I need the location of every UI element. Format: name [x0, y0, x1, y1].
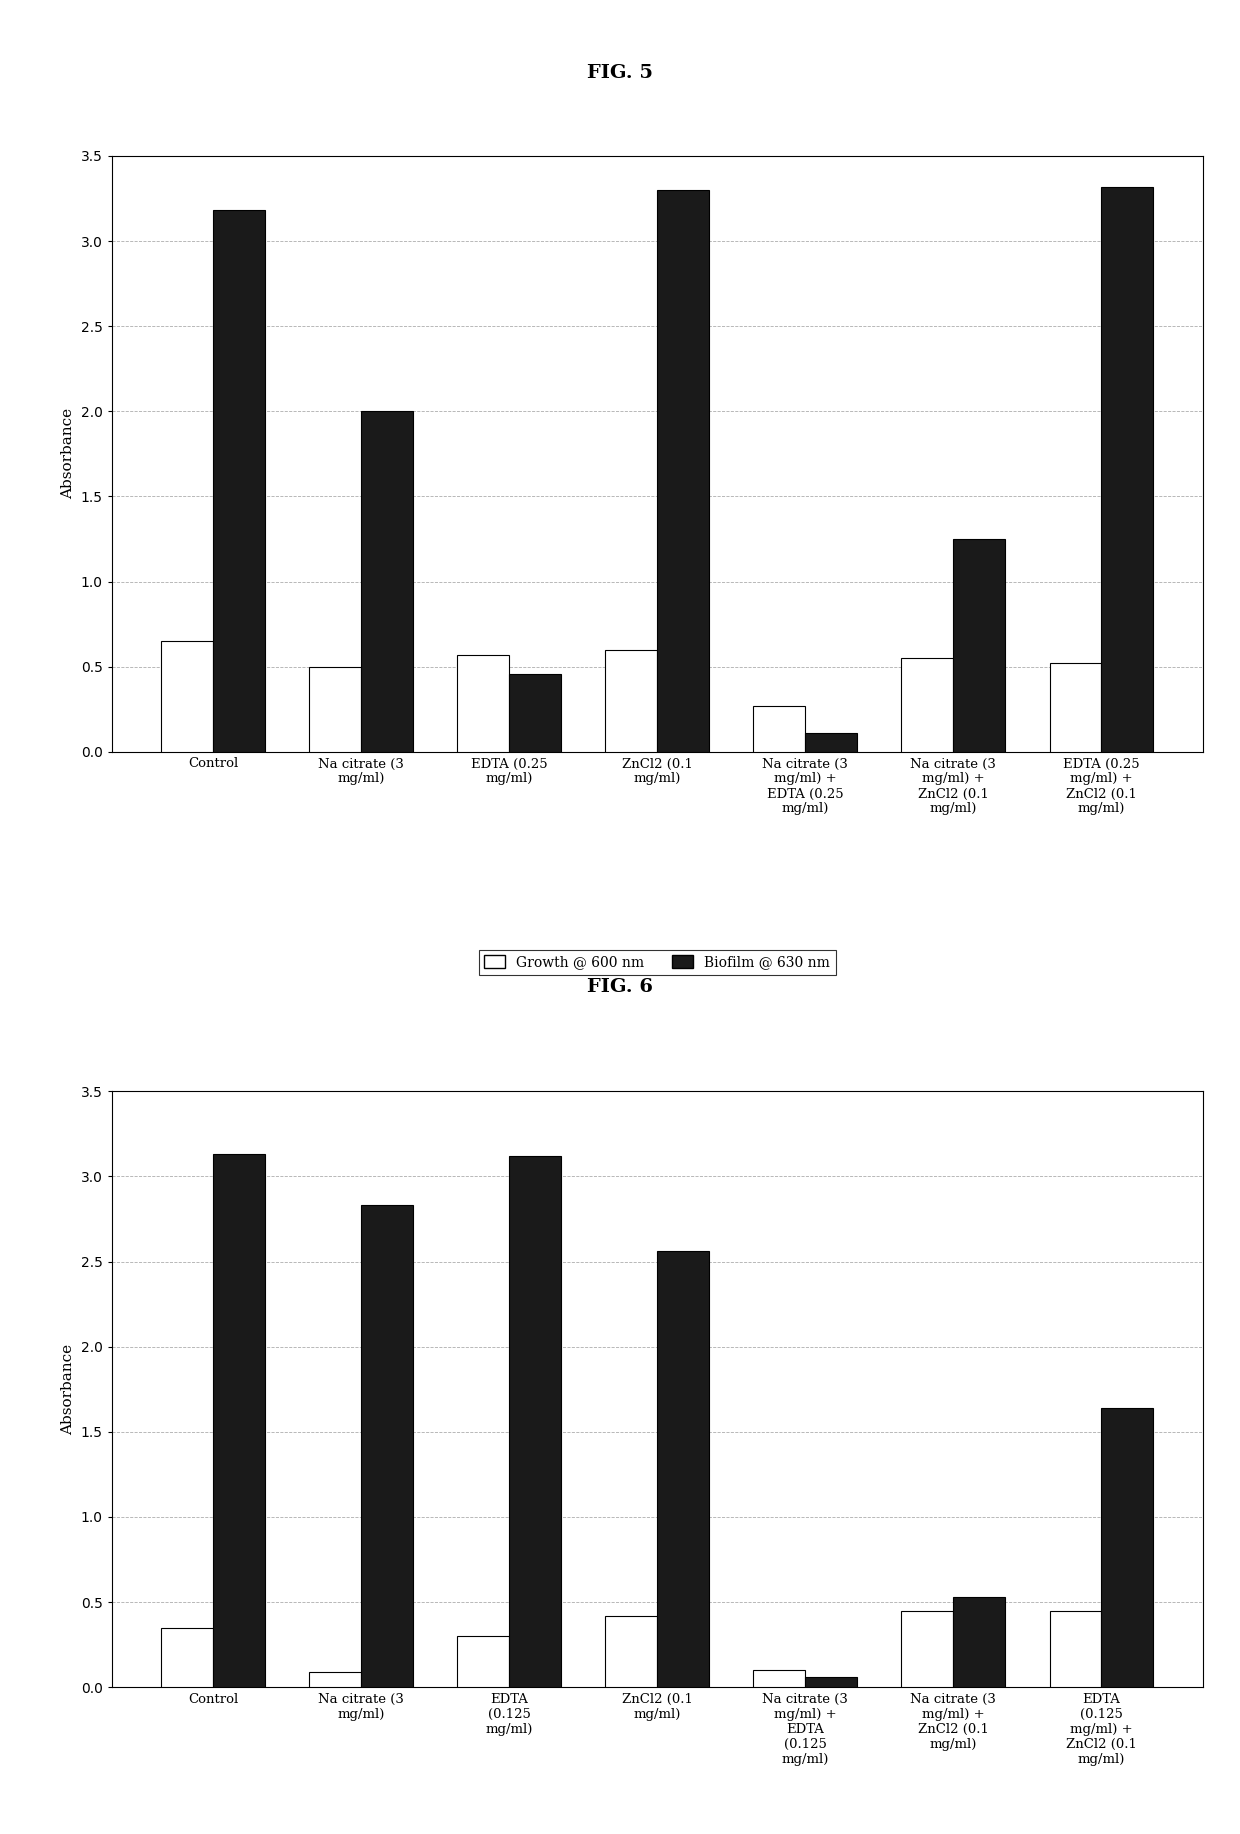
- Bar: [1049, 1610, 1101, 1687]
- Bar: [510, 673, 560, 752]
- Bar: [1101, 187, 1153, 752]
- Bar: [161, 1629, 213, 1687]
- Bar: [754, 706, 805, 752]
- Bar: [605, 649, 657, 752]
- Bar: [805, 1676, 857, 1687]
- Bar: [458, 655, 510, 752]
- Bar: [901, 658, 954, 752]
- Bar: [805, 734, 857, 752]
- Legend: Growth @ 600 nm, Biofilm @ 630 nm: Growth @ 600 nm, Biofilm @ 630 nm: [479, 950, 836, 974]
- Bar: [901, 1610, 954, 1687]
- Y-axis label: Absorbance: Absorbance: [61, 409, 74, 499]
- Bar: [954, 539, 1006, 752]
- Bar: [309, 668, 361, 752]
- Bar: [754, 1671, 805, 1687]
- Y-axis label: Absorbance: Absorbance: [61, 1344, 74, 1434]
- Text: FIG. 5: FIG. 5: [587, 64, 653, 83]
- Bar: [657, 191, 709, 752]
- Bar: [361, 411, 413, 752]
- Bar: [1101, 1409, 1153, 1687]
- Bar: [510, 1155, 560, 1687]
- Bar: [458, 1636, 510, 1687]
- Bar: [161, 642, 213, 752]
- Bar: [605, 1616, 657, 1687]
- Bar: [1049, 664, 1101, 752]
- Text: FIG. 6: FIG. 6: [587, 978, 653, 996]
- Bar: [657, 1251, 709, 1687]
- Bar: [954, 1597, 1006, 1687]
- Bar: [361, 1205, 413, 1687]
- Bar: [309, 1673, 361, 1687]
- Bar: [213, 211, 265, 752]
- Bar: [213, 1154, 265, 1687]
